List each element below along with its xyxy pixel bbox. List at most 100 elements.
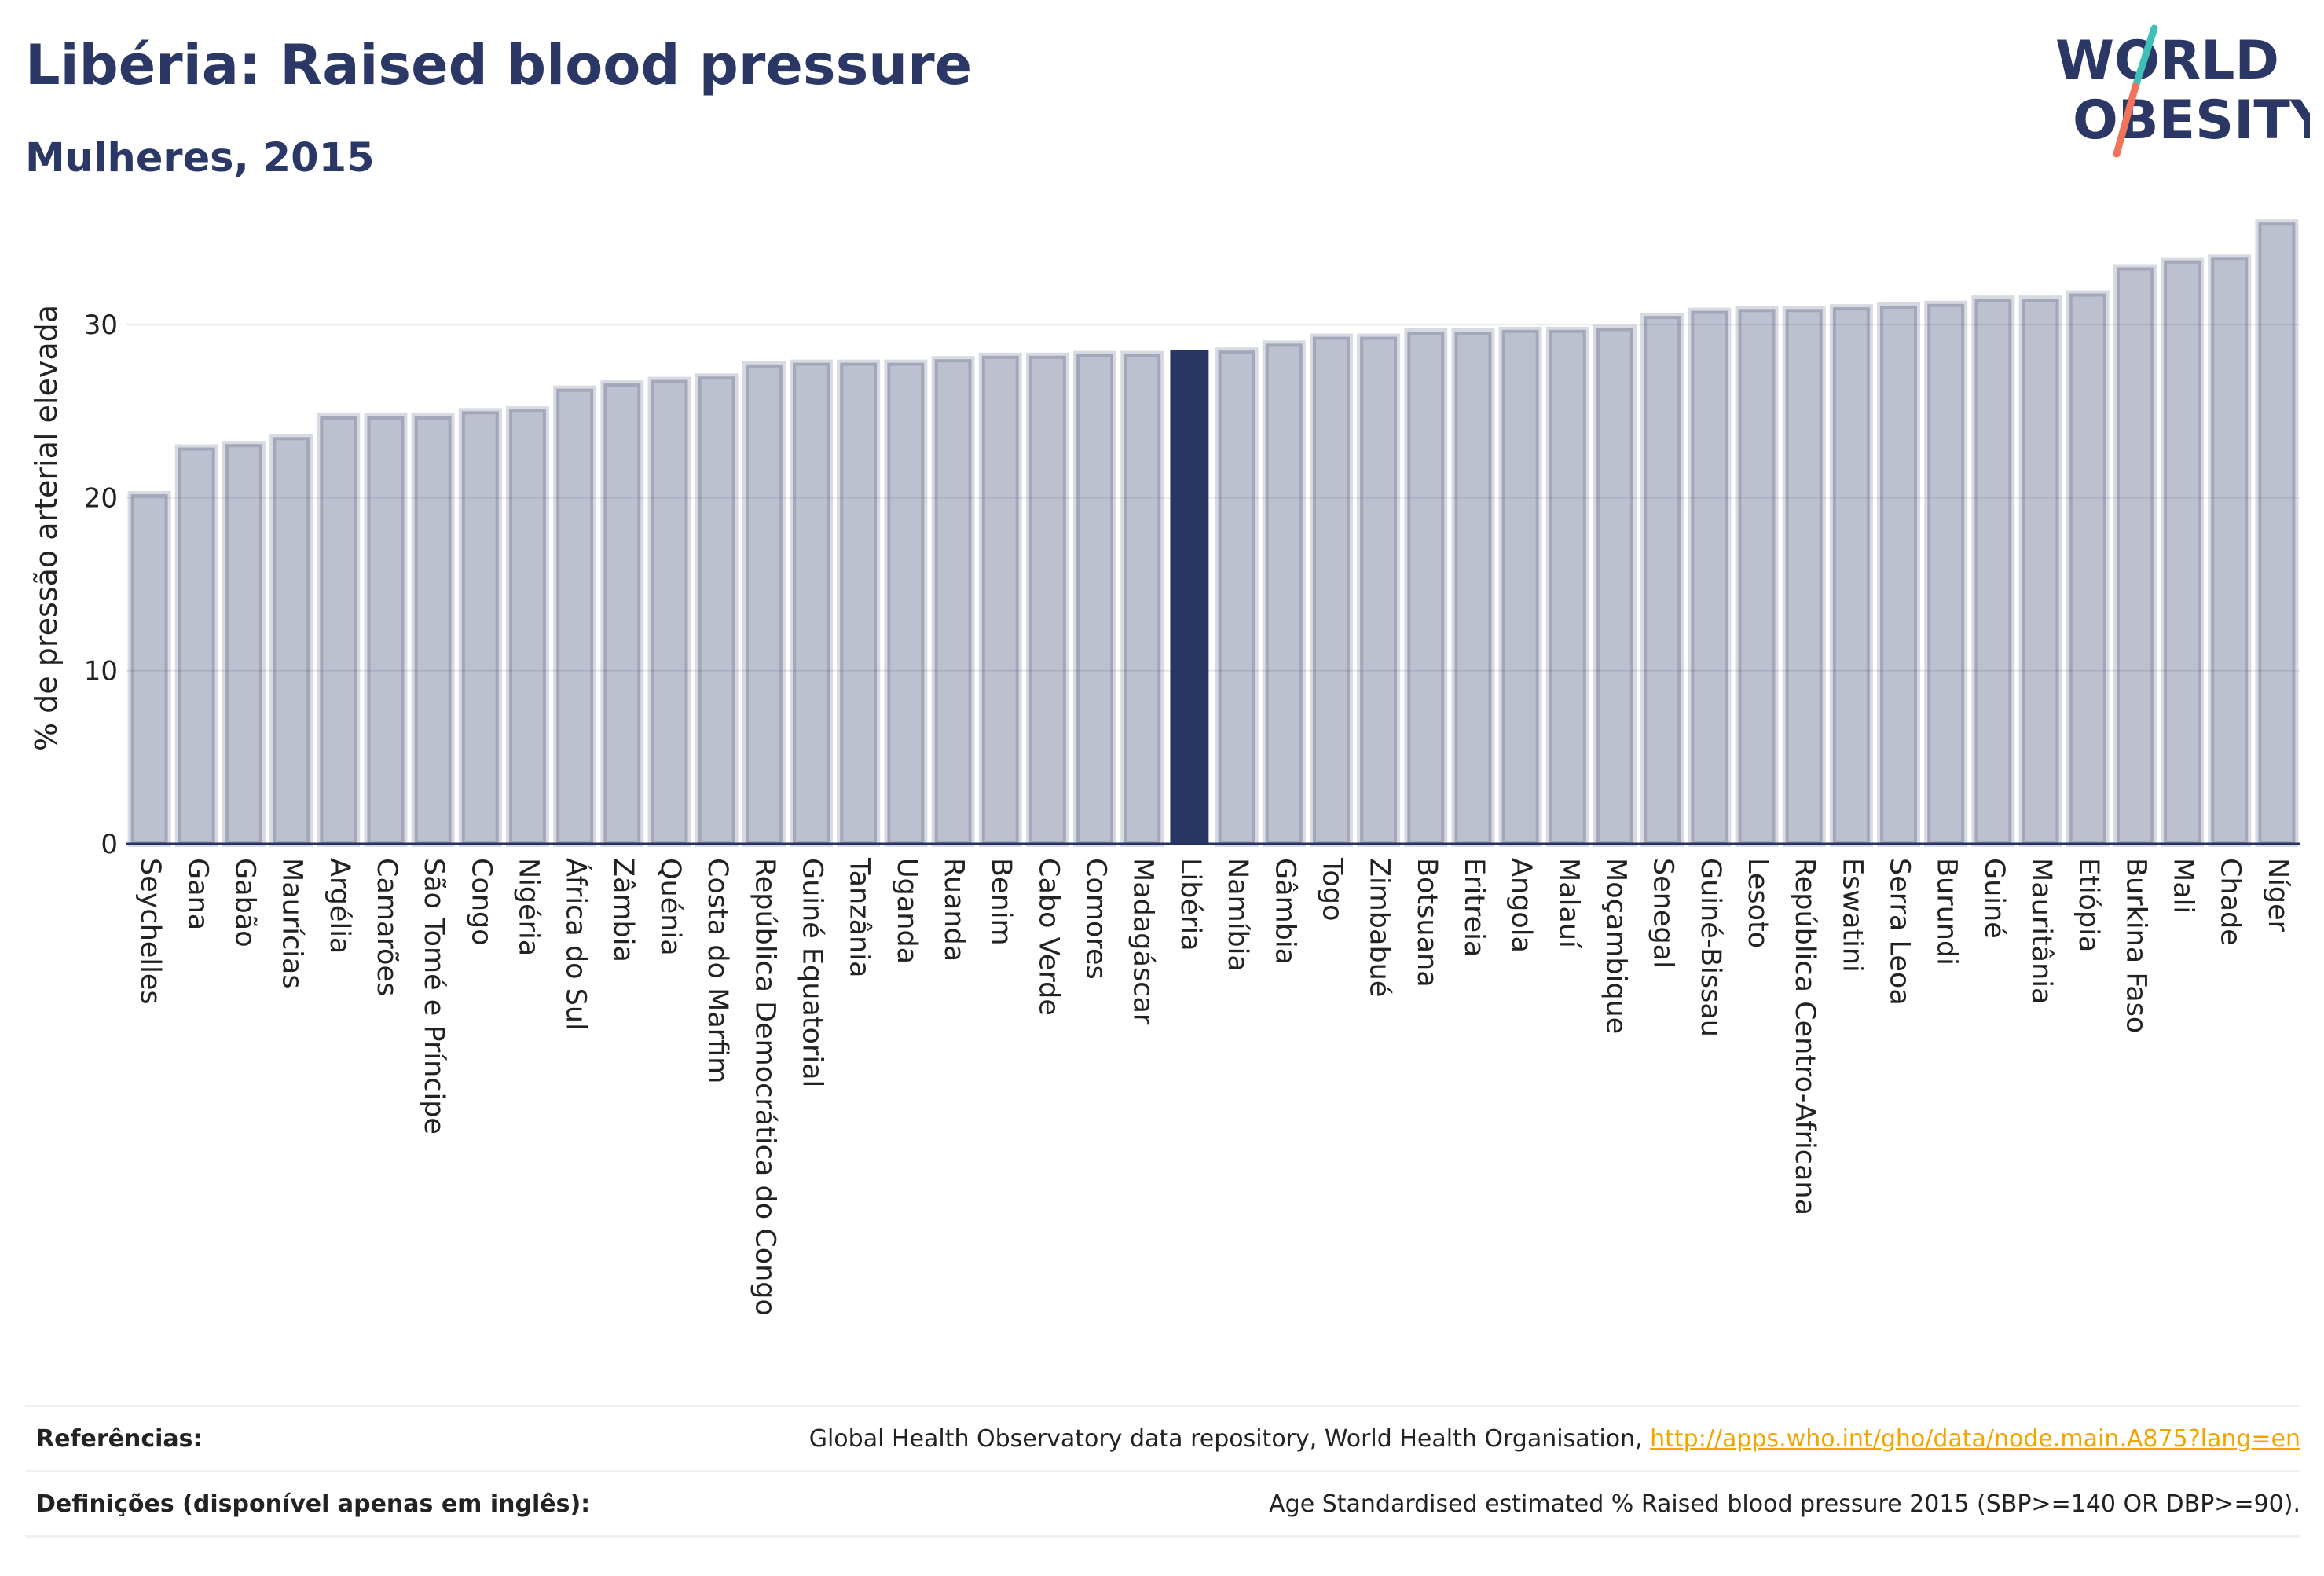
definitions-row: Definições (disponível apenas em inglês)… bbox=[25, 1470, 2300, 1538]
bar-Seychelles[interactable] bbox=[127, 491, 171, 847]
bar-Eritreia[interactable] bbox=[1451, 328, 1495, 848]
logo-text-world: WORLD bbox=[2055, 30, 2279, 92]
bar-Gabão[interactable] bbox=[222, 441, 266, 847]
bar-Togo[interactable] bbox=[1309, 333, 1353, 847]
x-tick-label: Quénia bbox=[654, 858, 686, 956]
x-tick-label: Níger bbox=[2262, 858, 2293, 933]
x-tick-label: Malauí bbox=[1552, 858, 1584, 949]
bar-Senegal[interactable] bbox=[1640, 313, 1684, 848]
x-tick-label: Gana bbox=[181, 858, 213, 930]
bar-Maurícias[interactable] bbox=[269, 434, 313, 848]
bar-Serra Leoa[interactable] bbox=[1877, 302, 1920, 848]
gridlines bbox=[126, 324, 2300, 672]
bar-Burkina Faso[interactable] bbox=[2113, 264, 2157, 847]
x-tick-label: Guiné Equatorial bbox=[797, 858, 828, 1087]
bar-Angola[interactable] bbox=[1498, 326, 1542, 847]
bar-Quénia[interactable] bbox=[647, 376, 691, 847]
bar-Níger[interactable] bbox=[2255, 219, 2299, 848]
x-tick-label: Mauritânia bbox=[2025, 858, 2057, 1004]
x-tick-label: Guiné bbox=[1978, 858, 2010, 939]
y-tick-label: 0 bbox=[101, 829, 118, 860]
bar-Mauritânia[interactable] bbox=[2018, 295, 2062, 848]
logo-slash-coral bbox=[2113, 82, 2139, 158]
x-tick-label: Nigéria bbox=[512, 858, 544, 956]
bar-Camarões[interactable] bbox=[364, 412, 408, 847]
x-tick-label: Zâmbia bbox=[607, 858, 639, 962]
bar-Namíbia[interactable] bbox=[1215, 347, 1259, 847]
bar-Eswatini[interactable] bbox=[1829, 304, 1873, 847]
bar-República Democrática do Congo[interactable] bbox=[742, 361, 786, 847]
x-tick-label: Costa do Marfim bbox=[702, 858, 733, 1083]
bar-Costa do Marfim[interactable] bbox=[695, 373, 739, 848]
chart-title: Libéria: Raised blood pressure bbox=[25, 33, 973, 97]
logo-text-obesity: OBESITY bbox=[2073, 90, 2310, 152]
bar-Burundi[interactable] bbox=[1924, 300, 1968, 848]
x-tick-label: Angola bbox=[1505, 858, 1537, 953]
x-tick-label: Cabo Verde bbox=[1032, 858, 1064, 1016]
bar-Congo[interactable] bbox=[458, 408, 502, 847]
bar-Argélia[interactable] bbox=[317, 412, 361, 847]
x-tick-label: Argélia bbox=[324, 858, 355, 954]
x-tick-label: Lesoto bbox=[1742, 858, 1773, 948]
bar-Nigéria[interactable] bbox=[506, 406, 549, 848]
bar-Madagáscar[interactable] bbox=[1120, 350, 1164, 848]
bar-Moçambique[interactable] bbox=[1593, 324, 1637, 847]
bar-Etiópia[interactable] bbox=[2066, 290, 2110, 848]
references-label: Referências: bbox=[36, 1424, 203, 1453]
bar-Malauí[interactable] bbox=[1545, 326, 1589, 847]
bars bbox=[127, 219, 2299, 848]
x-tick-label: Serra Leoa bbox=[1884, 858, 1915, 1006]
bar-chart: 0 10 20 30 Seychelles Gana Gabão Maurícias Argé… bbox=[29, 219, 2300, 1316]
x-tick-label: Camarões bbox=[371, 858, 402, 996]
bar-República Centro-Africana[interactable] bbox=[1782, 306, 1826, 847]
x-tick-label: Seychelles bbox=[134, 858, 166, 1005]
references-text: Global Health Observatory data repositor… bbox=[808, 1424, 1651, 1453]
y-tick-label: 30 bbox=[84, 310, 118, 341]
x-tick-label: Mali bbox=[2168, 858, 2199, 914]
definitions-label: Definições (disponível apenas em inglês)… bbox=[36, 1490, 591, 1518]
x-tick-label: Eswatini bbox=[1836, 858, 1868, 973]
bar-Gâmbia[interactable] bbox=[1262, 340, 1306, 848]
x-tick-label: São Tomé e Príncipe bbox=[418, 858, 449, 1134]
bar-Tanzânia[interactable] bbox=[837, 359, 881, 847]
bar-Zimbabué[interactable] bbox=[1357, 333, 1401, 847]
x-tick-label: Gabão bbox=[229, 858, 260, 947]
x-axis-ticks: Seychelles Gana Gabão Maurícias Argélia Camar… bbox=[134, 857, 2293, 1316]
bar-Cabo Verde[interactable] bbox=[1025, 352, 1069, 847]
logo-slash-teal bbox=[2132, 24, 2158, 90]
bar-Lesoto[interactable] bbox=[1735, 306, 1779, 847]
bar-Guiné Equatorial[interactable] bbox=[790, 359, 833, 847]
bar-Mali[interactable] bbox=[2161, 257, 2205, 848]
chart-subtitle: Mulheres, 2015 bbox=[25, 135, 375, 181]
x-tick-label: Ruanda bbox=[938, 858, 970, 962]
references-link[interactable]: http://apps.who.int/gho/data/node.main.A… bbox=[1650, 1424, 2300, 1453]
x-tick-label: Zimbabué bbox=[1364, 858, 1395, 997]
x-tick-label: Etiópia bbox=[2073, 858, 2104, 952]
bar-Benim[interactable] bbox=[978, 352, 1022, 847]
x-tick-label: Senegal bbox=[1648, 858, 1679, 969]
x-tick-label: Tanzânia bbox=[844, 857, 875, 977]
bar-Libéria[interactable] bbox=[1170, 350, 1209, 845]
bar-Comores[interactable] bbox=[1073, 350, 1117, 848]
x-tick-label: Togo bbox=[1316, 857, 1347, 921]
bar-Zâmbia[interactable] bbox=[600, 380, 644, 847]
bar-Guiné-Bissau[interactable] bbox=[1688, 307, 1732, 848]
bar-Uganda[interactable] bbox=[884, 359, 928, 847]
bar-Gana[interactable] bbox=[174, 444, 218, 847]
y-axis-label: % de pressão arterial elevada bbox=[29, 305, 64, 751]
x-tick-label: República Democrática do Congo bbox=[749, 858, 780, 1316]
x-tick-label: Comores bbox=[1080, 858, 1112, 980]
bar-Guiné[interactable] bbox=[1971, 295, 2015, 848]
definitions-text: Age Standardised estimated % Raised bloo… bbox=[1269, 1490, 2300, 1518]
y-tick-label: 20 bbox=[84, 482, 118, 514]
bar-Botsuana[interactable] bbox=[1404, 328, 1448, 848]
bar-Ruanda[interactable] bbox=[931, 356, 975, 848]
x-tick-label: Madagáscar bbox=[1127, 858, 1159, 1025]
x-tick-label: Benim bbox=[985, 858, 1017, 946]
bar-São Tomé e Príncipe[interactable] bbox=[411, 412, 455, 847]
bar-Chade[interactable] bbox=[2208, 254, 2252, 847]
references-row: Referências: Global Health Observatory d… bbox=[25, 1405, 2300, 1470]
bar-África do Sul[interactable] bbox=[553, 385, 597, 848]
x-tick-label: Chade bbox=[2215, 858, 2246, 946]
x-tick-label: Guiné-Bissau bbox=[1695, 858, 1726, 1037]
